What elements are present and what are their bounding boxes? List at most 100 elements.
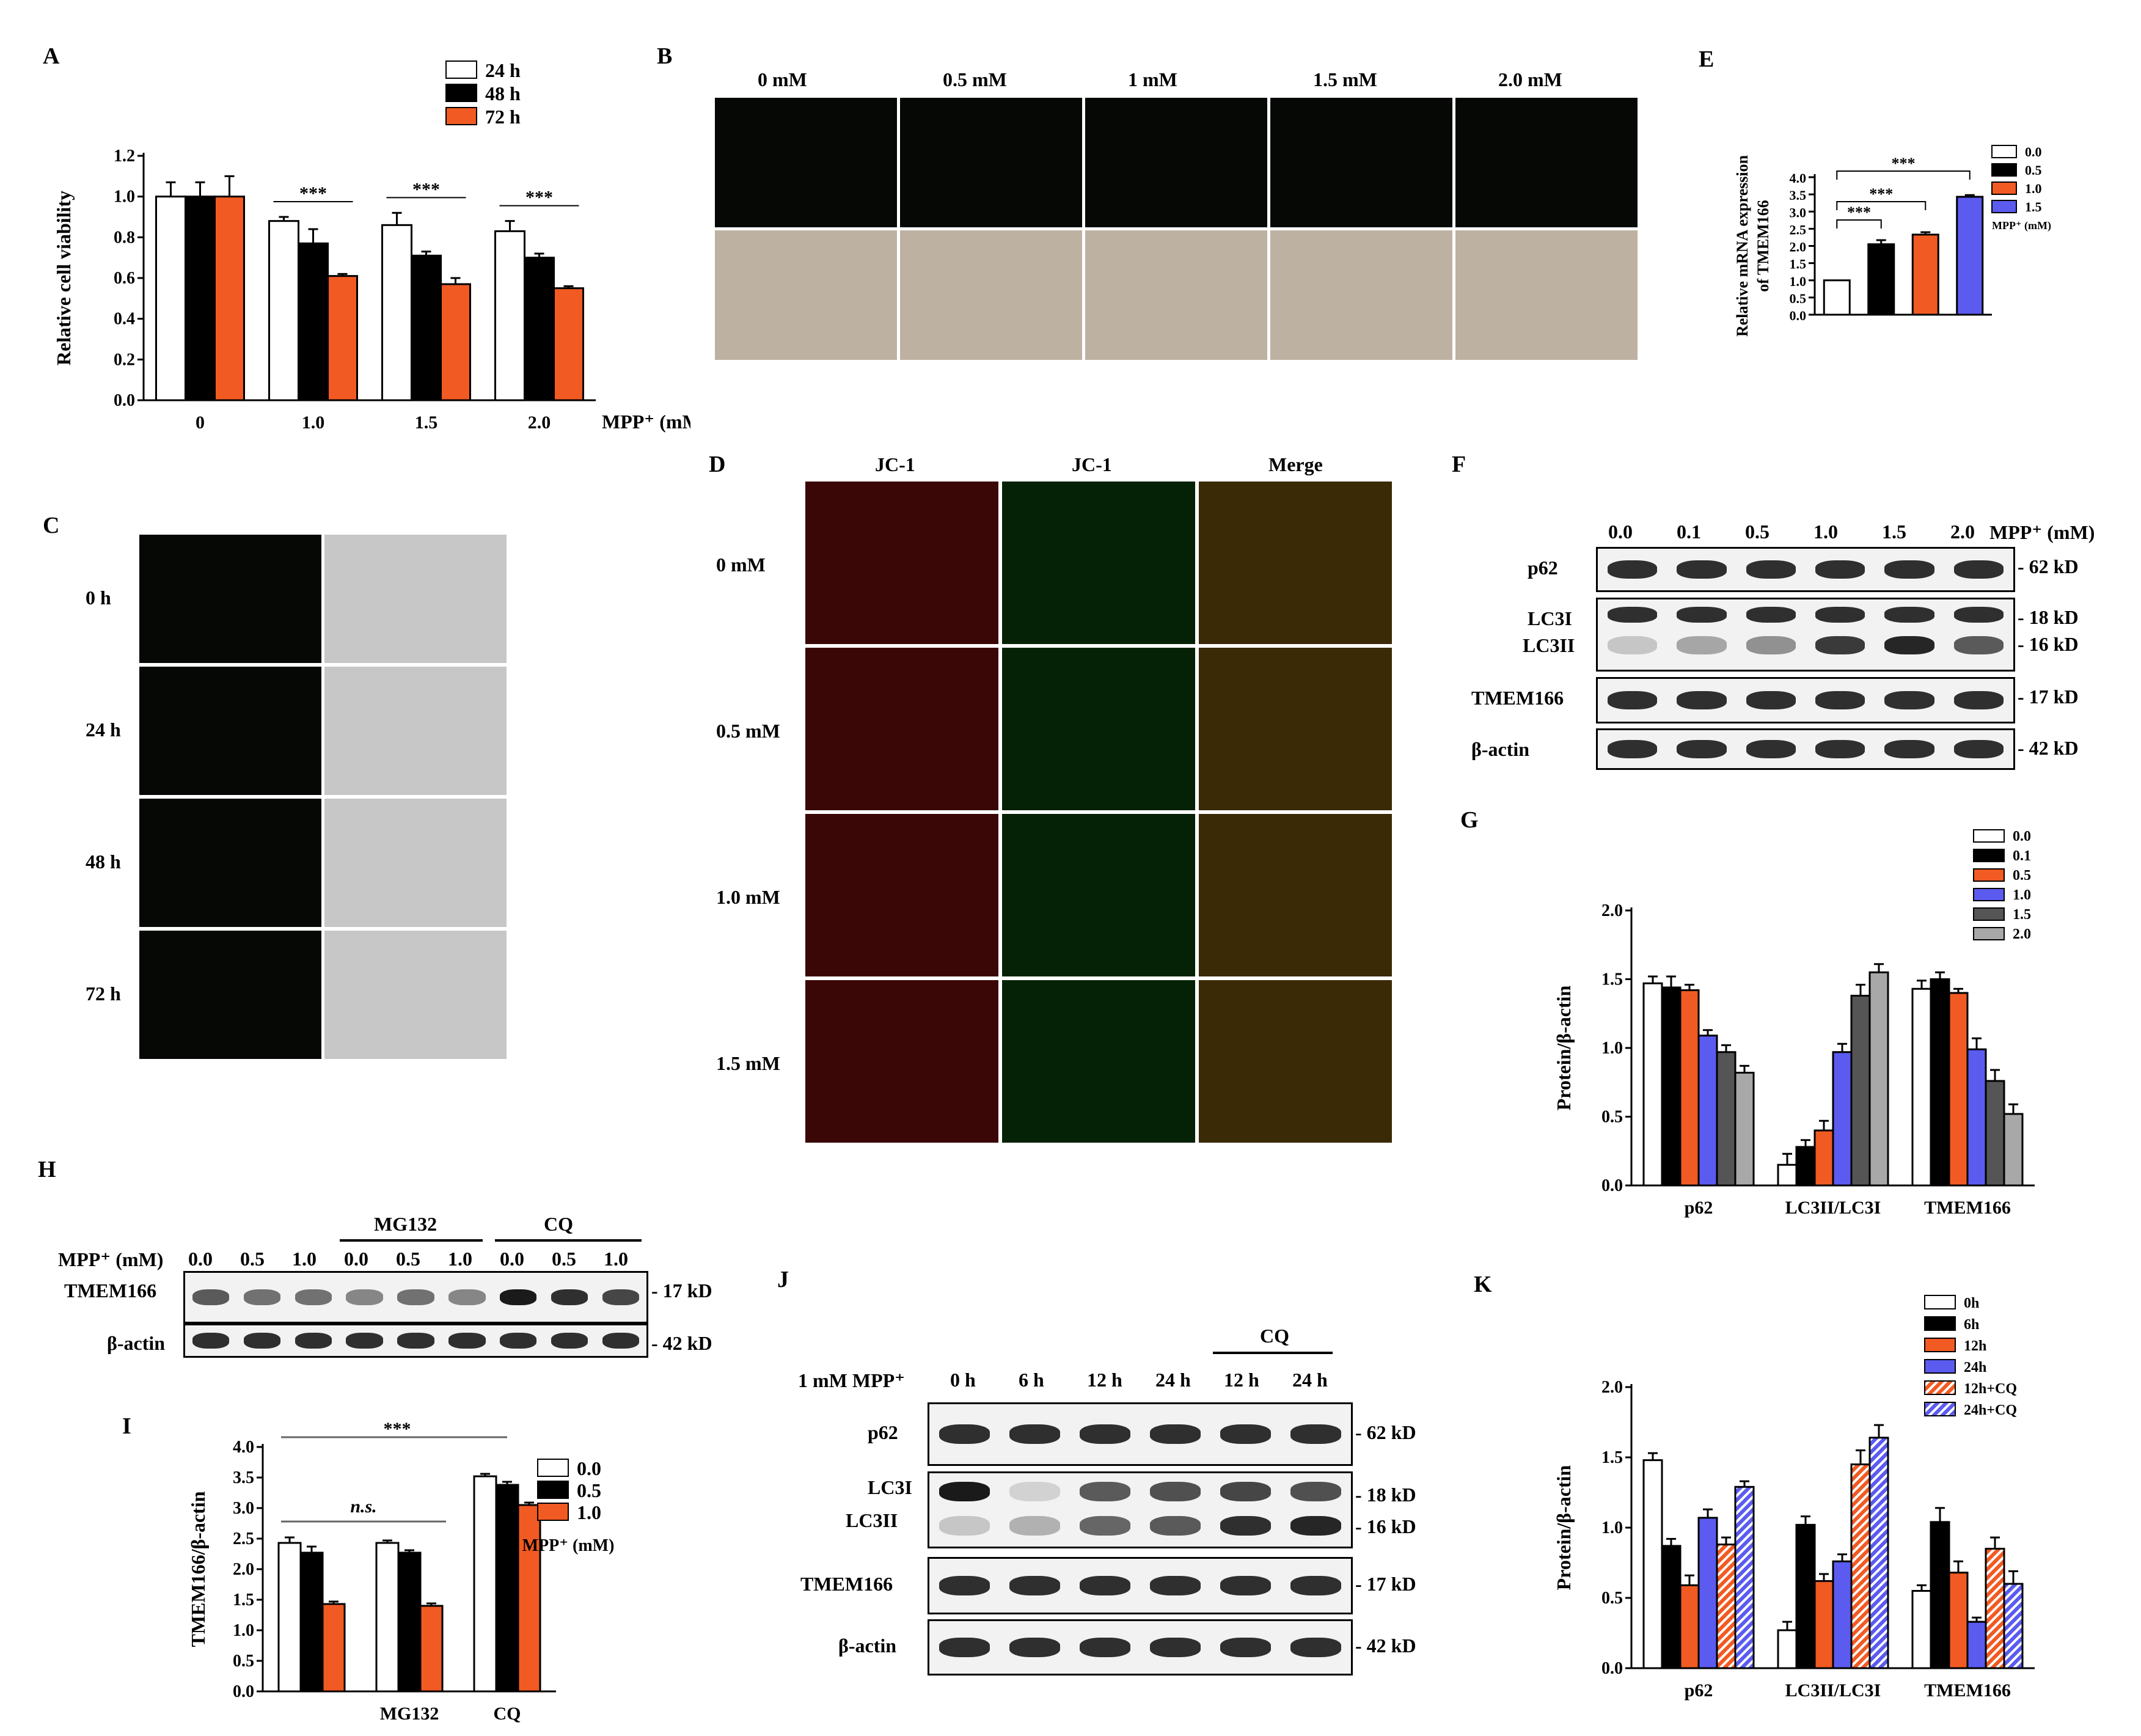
blot-band [1290,1482,1341,1501]
fluorescence-image [1085,98,1267,227]
bar [1930,978,1950,1187]
legend-label: 0.5 [2025,163,2042,178]
bar [381,224,412,401]
legend-title: MPP⁺ (mM) [522,1536,615,1555]
lane-label: 0 h [950,1369,976,1391]
x-tick-label: TMEM166 [1924,1680,2011,1701]
lane-label: 0.0 [500,1248,524,1270]
lane-label: 1.0 [292,1248,317,1270]
protein-label: LC3I [868,1476,912,1498]
blot-row [928,1557,1353,1614]
blot-band [448,1289,486,1305]
time-label: 0 h [86,587,111,609]
blot-band [1677,560,1727,579]
panel-letter-h: H [38,1157,56,1182]
jc1-image [1002,482,1195,644]
protein-label: TMEM166 [1471,687,1564,709]
blot-band [1080,1482,1130,1501]
blot-band [1290,1638,1341,1657]
blot-row [1596,728,2015,770]
jc1-image [1002,980,1195,1143]
bar [1679,989,1700,1187]
blot-band [1150,1482,1201,1501]
brightfield-image [1085,230,1267,360]
bar [1777,1629,1798,1669]
blot-band [397,1289,434,1305]
blot-band [500,1289,537,1305]
bar [553,287,584,401]
blot-band [1220,1482,1271,1501]
blot-band [397,1333,434,1349]
bar [1966,1048,1987,1187]
legend-swatch [445,84,477,102]
y-tick-label: 1.5 [1601,1448,1623,1467]
y-tick-label: 0.8 [114,228,135,247]
blot-band [1746,691,1796,709]
legend-swatch [537,1481,569,1499]
row-label: 1.0 mM [716,886,780,908]
panel-letter-j: J [777,1267,789,1292]
blot-band [1815,560,1865,579]
blot-band [346,1289,383,1305]
lane-label: 2.0 [1950,521,1975,543]
blot-band [939,1576,990,1595]
legend-label: 0.1 [2013,848,2031,864]
bar [277,1542,302,1693]
lane-label: 1.0 [448,1248,472,1270]
column-label: JC-1 [1072,453,1112,475]
chart-g-protein-levels: 0.0 0.5 1.0 1.5 2.0 Protein/β-actin p62 LC3II/L… [1553,829,2035,1218]
lane-label: 0.1 [1677,521,1701,543]
legend-label: 72 h [485,106,521,128]
chart-i-tmem166-levels: 0.00.51.01.52.02.53.03.54.0TMEM166/β-act… [187,1419,615,1724]
group-label: CQ [1260,1325,1289,1347]
kd-label: - 16 kD [1355,1515,1416,1537]
brightfield-image [715,230,897,360]
kd-label: - 17 kD [651,1280,712,1302]
blot-band [1677,636,1727,654]
bar [524,257,555,401]
bar [1832,1051,1853,1187]
blot-band [448,1333,486,1349]
bar [299,1551,324,1693]
jc1-image [1199,980,1392,1143]
bar [1642,982,1663,1187]
y-tick-label: 0.4 [114,310,135,329]
y-tick-label: 4.0 [233,1438,254,1457]
bar [1661,1545,1682,1669]
panel-letter-b: B [657,43,673,69]
legend-swatch [1973,829,2005,843]
legend-label: 1.0 [2025,181,2042,196]
time-label: 24 h [86,719,121,741]
protein-label: p62 [868,1421,898,1443]
significance-bracket [1836,201,1927,210]
chart-a-cell-viability: 0.0 0.2 0.4 0.6 0.8 1.0 1.2 Relative cell viabi… [53,59,690,433]
lane-label: 6 h [1019,1369,1044,1391]
blot-band [1009,1516,1060,1536]
fluorescence-image [1270,98,1452,227]
blot-band [1815,740,1865,758]
bar [1734,1485,1755,1669]
kd-label: - 18 kD [2018,606,2079,628]
significance-label: *** [299,183,327,203]
y-tick-label: 1.5 [1601,970,1623,989]
bar [1948,992,1969,1187]
blot-row [1596,677,2015,723]
y-tick-label: 2.0 [1601,1378,1623,1397]
legend-label: 24 h [485,59,521,81]
lane-label: 0.5 [552,1248,576,1270]
bar [1930,1521,1950,1669]
legend-title: MPP⁺ (mM) [1992,219,2051,232]
jc1-image [1199,482,1392,644]
bar [1868,971,1889,1187]
y-tick-label: 1.5 [233,1591,254,1610]
y-axis-label: TMEM166/β-actin [187,1491,209,1647]
legend-label: 0.0 [2025,144,2042,159]
bar [1911,1590,1932,1669]
bar [1985,1080,2005,1187]
legend-label: 48 h [485,82,521,104]
bar [1832,1560,1853,1669]
y-tick-label: 3.0 [233,1499,254,1518]
bar [419,1605,444,1693]
row-label: 0 mM [716,554,766,576]
blot-band [1884,691,1934,709]
